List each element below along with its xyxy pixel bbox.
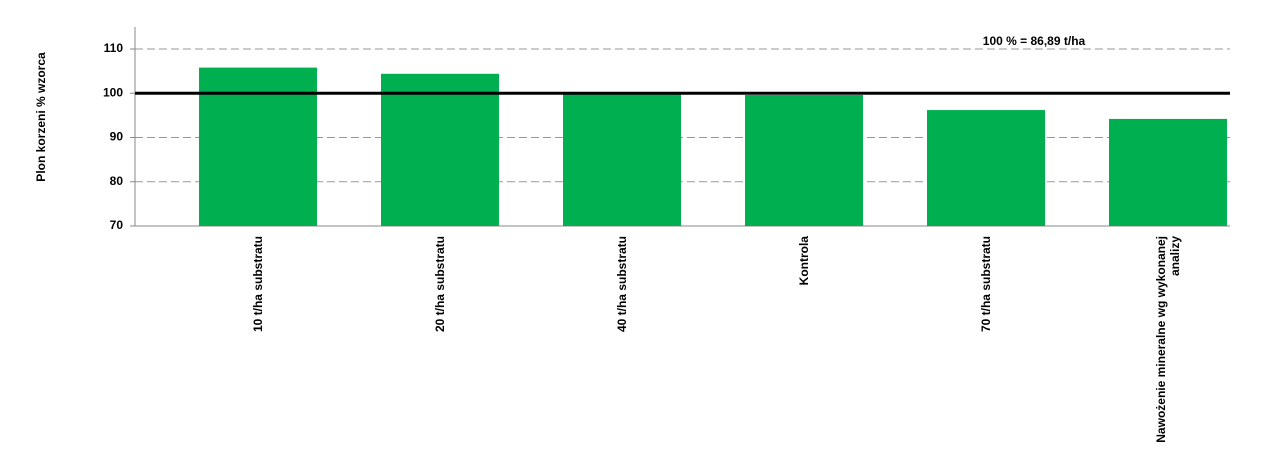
bar [563,94,681,226]
x-tick-label: Nawożenie mineralne wg wykonanej analizy [1154,236,1182,443]
bar [745,95,863,227]
x-tick-label: 20 t/ha substratu [433,236,447,333]
y-axis-title: Plon korzeni % wzorca [34,52,48,182]
x-tick-label: 40 t/ha substratu [615,236,629,333]
y-tick-label: 80 [110,174,124,188]
y-tick-label: 110 [104,41,124,55]
x-tick-label: Kontrola [797,236,811,286]
y-tick-label: 100 [103,85,123,99]
x-tick-label: 10 t/ha substratu [251,236,265,333]
annotation: 100 % = 86,89 t/ha [983,34,1086,48]
bar [381,73,499,226]
bar [1109,118,1227,226]
y-tick-label: 90 [110,130,124,144]
x-tick-label: 70 t/ha substratu [979,236,993,333]
bar [927,110,1045,226]
bar [199,67,317,227]
y-tick-label: 70 [110,218,124,232]
